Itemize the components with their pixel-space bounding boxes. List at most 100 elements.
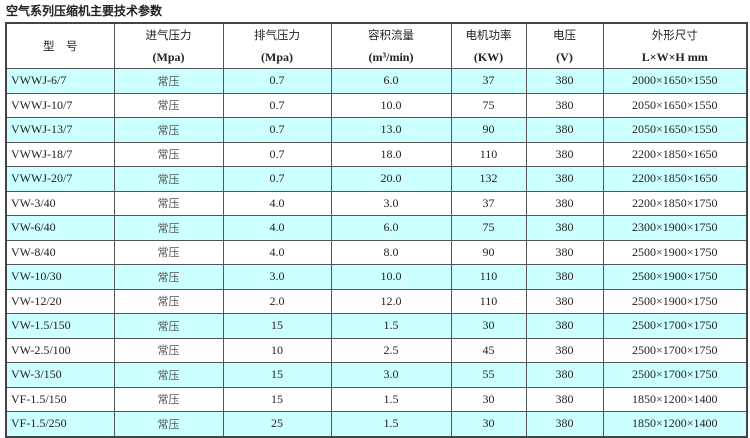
header-label: 进气压力	[145, 28, 192, 42]
table-row: VW-3/150 常压 15 3.0 55 380 2500×1700×1750	[5, 362, 748, 388]
cell-voltage: 380	[525, 362, 604, 388]
cell-flow: 10.0	[330, 264, 452, 290]
cell-exhaust: 4.0	[222, 190, 332, 216]
cell-dimensions: 2500×1900×1750	[602, 288, 748, 314]
cell-intake: 常压	[113, 313, 224, 339]
cell-intake: 常压	[113, 215, 224, 241]
cell-power: 45	[450, 337, 527, 363]
cell-exhaust: 0.7	[222, 92, 332, 118]
cell-intake: 常压	[113, 117, 224, 143]
cell-power: 30	[450, 411, 527, 437]
cell-voltage: 380	[525, 166, 604, 192]
cell-intake: 常压	[113, 337, 224, 363]
header-label: 电压	[553, 28, 576, 42]
cell-model: VWWJ-13/7	[5, 117, 115, 143]
cell-dimensions: 2200×1850×1750	[602, 190, 748, 216]
cell-model: VWWJ-10/7	[5, 92, 115, 118]
cell-flow: 3.0	[330, 190, 452, 216]
cell-model: VW-10/30	[5, 264, 115, 290]
cell-model: VWWJ-6/7	[5, 68, 115, 94]
cell-model: VW-12/20	[5, 288, 115, 314]
cell-intake: 常压	[113, 386, 224, 412]
cell-dimensions: 2500×1700×1750	[602, 337, 748, 363]
cell-power: 75	[450, 92, 527, 118]
cell-model: VWWJ-20/7	[5, 166, 115, 192]
column-header: 进气压力 (Mpa)	[113, 22, 224, 69]
table-row: VW-8/40 常压 4.0 8.0 90 380 2500×1900×1750	[5, 239, 748, 265]
cell-flow: 1.5	[330, 411, 452, 437]
table-row: VW-10/30 常压 3.0 10.0 110 380 2500×1900×1750	[5, 264, 748, 290]
cell-intake: 常压	[113, 264, 224, 290]
cell-flow: 2.5	[330, 337, 452, 363]
header-label: 外形尺寸	[651, 28, 698, 42]
table-row: VW-12/20 常压 2.0 12.0 110 380 2500×1900×1750	[5, 288, 748, 314]
cell-exhaust: 15	[222, 386, 332, 412]
cell-voltage: 380	[525, 68, 604, 94]
cell-intake: 常压	[113, 190, 224, 216]
cell-dimensions: 2200×1850×1650	[602, 166, 748, 192]
cell-exhaust: 10	[222, 337, 332, 363]
cell-dimensions: 2500×1700×1750	[602, 313, 748, 339]
cell-dimensions: 2000×1650×1550	[602, 68, 748, 94]
cell-dimensions: 2300×1900×1750	[602, 215, 748, 241]
cell-dimensions: 2500×1900×1750	[602, 239, 748, 265]
table-row: VW-2.5/100 常压 10 2.5 45 380 2500×1700×1750	[5, 337, 748, 363]
cell-power: 30	[450, 313, 527, 339]
cell-intake: 常压	[113, 166, 224, 192]
table-row: VW-6/40 常压 4.0 6.0 75 380 2300×1900×1750	[5, 215, 748, 241]
spec-table: 型 号 进气压力 (Mpa) 排气压力 (Mpa) 容积流量 (m³/min) 电机功率 (KW…	[5, 22, 748, 438]
cell-voltage: 380	[525, 264, 604, 290]
cell-voltage: 380	[525, 117, 604, 143]
table-row: VWWJ-6/7 常压 0.7 6.0 37 380 2000×1650×1550	[5, 68, 748, 94]
cell-power: 37	[450, 68, 527, 94]
cell-power: 90	[450, 239, 527, 265]
column-header: 容积流量 (m³/min)	[330, 22, 452, 69]
cell-power: 132	[450, 166, 527, 192]
cell-exhaust: 0.7	[222, 141, 332, 167]
cell-voltage: 380	[525, 386, 604, 412]
cell-power: 30	[450, 386, 527, 412]
cell-model: VW-2.5/100	[5, 337, 115, 363]
cell-model: VWWJ-18/7	[5, 141, 115, 167]
header-unit: (V)	[556, 50, 573, 64]
table-row: VF-1.5/150 常压 15 1.5 30 380 1850×1200×1400	[5, 386, 748, 412]
cell-intake: 常压	[113, 141, 224, 167]
cell-power: 55	[450, 362, 527, 388]
cell-intake: 常压	[113, 288, 224, 314]
header-unit: (m³/min)	[368, 50, 414, 64]
table-row: VWWJ-10/7 常压 0.7 10.0 75 380 2050×1650×1550	[5, 92, 748, 118]
cell-intake: 常压	[113, 239, 224, 265]
cell-model: VW-3/150	[5, 362, 115, 388]
header-label: 型 号	[43, 39, 78, 53]
cell-power: 110	[450, 264, 527, 290]
header-label: 容积流量	[368, 28, 414, 42]
cell-dimensions: 1850×1200×1400	[602, 386, 748, 412]
cell-intake: 常压	[113, 411, 224, 437]
cell-flow: 8.0	[330, 239, 452, 265]
cell-model: VF-1.5/150	[5, 386, 115, 412]
cell-dimensions: 2500×1900×1750	[602, 264, 748, 290]
cell-exhaust: 15	[222, 362, 332, 388]
cell-exhaust: 0.7	[222, 117, 332, 143]
header-unit: (Mpa)	[152, 50, 185, 64]
cell-model: VW-8/40	[5, 239, 115, 265]
cell-flow: 1.5	[330, 386, 452, 412]
cell-dimensions: 2050×1650×1550	[602, 92, 748, 118]
cell-flow: 20.0	[330, 166, 452, 192]
cell-dimensions: 2500×1700×1750	[602, 362, 748, 388]
column-header: 排气压力 (Mpa)	[222, 22, 332, 69]
column-header: 电压 (V)	[525, 22, 604, 69]
column-header: 型 号	[5, 22, 115, 69]
cell-intake: 常压	[113, 68, 224, 94]
cell-model: VW-1.5/150	[5, 313, 115, 339]
cell-dimensions: 1850×1200×1400	[602, 411, 748, 437]
header-row: 型 号 进气压力 (Mpa) 排气压力 (Mpa) 容积流量 (m³/min) 电机功率 (KW…	[5, 22, 748, 69]
cell-voltage: 380	[525, 239, 604, 265]
cell-intake: 常压	[113, 362, 224, 388]
cell-voltage: 380	[525, 313, 604, 339]
cell-voltage: 380	[525, 92, 604, 118]
cell-flow: 13.0	[330, 117, 452, 143]
cell-power: 110	[450, 141, 527, 167]
cell-dimensions: 2200×1850×1650	[602, 141, 748, 167]
cell-intake: 常压	[113, 92, 224, 118]
